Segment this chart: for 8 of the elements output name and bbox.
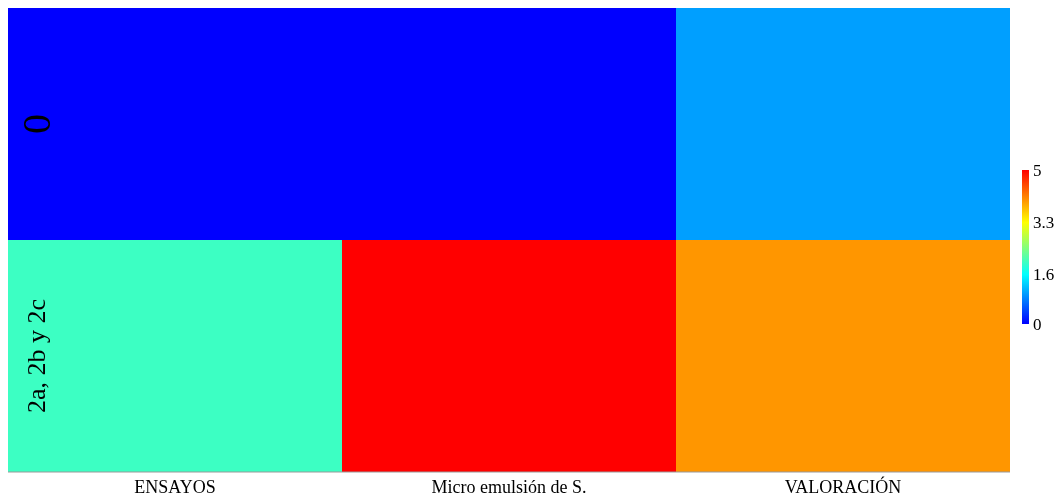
x-tick-label: ENSAYOS	[134, 476, 216, 497]
color-bar-label: 1.6	[1033, 265, 1055, 285]
x-tick-label: Micro emulsión de S.	[431, 476, 587, 497]
color-bar-label: 0	[1033, 314, 1042, 334]
color-bar-label: 5	[1033, 160, 1042, 180]
x-tick-label: VALORACIÓN	[784, 475, 902, 497]
y-tick-label: 2a, 2b y 2c	[21, 298, 51, 414]
color-bar-label: 3.3	[1033, 212, 1055, 232]
